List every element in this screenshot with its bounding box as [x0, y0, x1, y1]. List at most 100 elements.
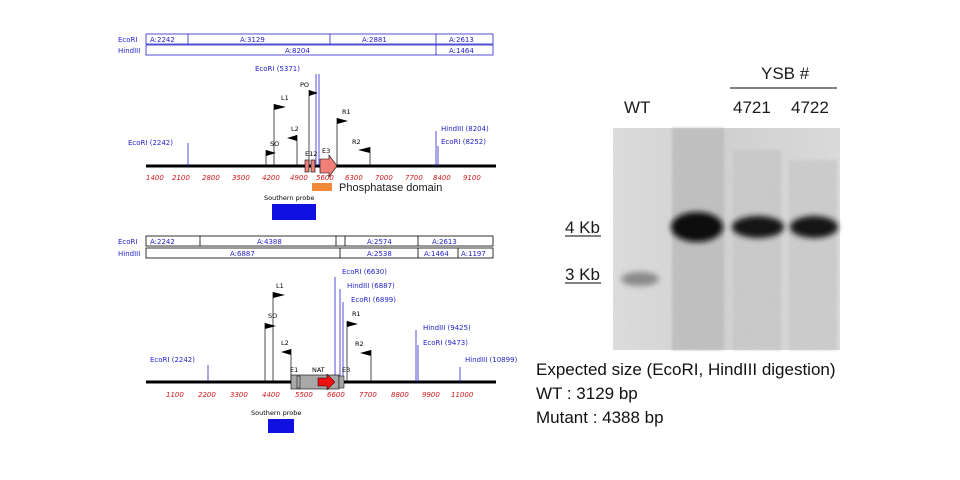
wt-scale-tick: 6300	[345, 174, 363, 182]
wt-site-ecori-8252: EcoRI (8252)	[441, 138, 486, 146]
mutant-site-ecori-6630: EcoRI (6630)	[342, 268, 387, 276]
mutant-site-ecori-2242: EcoRI (2242)	[150, 356, 195, 364]
caption-wt-size: WT : 3129 bp	[536, 384, 638, 403]
wt-ecori-fragment: A:2881	[362, 36, 387, 44]
wt-fragment-table: EcoRI HindIII A:2242 A:3129 A:2881 A:261…	[118, 33, 494, 56]
mutant-scale-tick: 11000	[451, 391, 474, 399]
wt-ecori-fragment: A:2613	[449, 36, 474, 44]
blot-group-label: YSB #	[761, 64, 810, 83]
caption-mutant-size: Mutant : 4388 bp	[536, 408, 664, 427]
mutant-nat-arrow	[317, 373, 336, 391]
blot-band-4721-4kb	[732, 216, 784, 238]
mutant-scale-tick: 7700	[359, 391, 377, 399]
wt-primers: L1 PO L2 SO R1 R2	[265, 81, 371, 166]
mutant-primers: L1 SO L2 R1 R2	[264, 282, 372, 382]
mutant-site-hindiii-6887: HindIII (6887)	[347, 282, 395, 290]
mutant-restriction-sites: EcoRI (2242) EcoRI (6630) HindIII (6887)…	[150, 268, 518, 382]
mutant-primer-r1: R1	[352, 310, 361, 318]
mutant-primer-so: SO	[268, 312, 277, 320]
wt-probe-label: Southern probe	[264, 194, 314, 202]
wt-scale-tick: 2100	[172, 174, 190, 182]
mutant-ecori-fragment: A:4388	[257, 238, 282, 246]
blot-marker-4kb: 4 Kb	[565, 218, 600, 237]
blot-band-wt-3kb	[621, 272, 659, 286]
mutant-scale-tick: 6600	[327, 391, 345, 399]
wt-scale-tick: 9100	[463, 174, 481, 182]
blot-marker-3kb: 3 Kb	[565, 265, 600, 284]
wt-primer-r1: R1	[342, 108, 351, 116]
mutant-fragment-table: EcoRI HindIII A:2242 A:4388 A:2574 A:261…	[118, 235, 494, 259]
wt-phosphatase-domain-bar	[312, 183, 332, 191]
blot-lane-label-wt: WT	[624, 98, 650, 117]
mutant-scale-tick: 1100	[166, 391, 184, 399]
mutant-hindiii-fragment: A:1197	[461, 250, 486, 258]
mutant-exon-e1: E1	[290, 366, 298, 374]
wt-ecori-row-label: EcoRI	[118, 36, 137, 44]
wt-scale-tick: 7700	[405, 174, 423, 182]
mutant-primer-l2: L2	[281, 339, 289, 347]
wt-gene-model: E12 E3	[304, 147, 338, 178]
wt-scale-tick: 7000	[375, 174, 393, 182]
mutant-scale-tick: 8800	[391, 391, 409, 399]
mutant-hindiii-fragment: A:1464	[424, 250, 449, 258]
mutant-site-ecori-9473: EcoRI (9473)	[423, 339, 468, 347]
wt-ecori-fragment: A:2242	[150, 36, 175, 44]
wt-exon3-arrow	[319, 154, 338, 178]
wt-scale-tick: 2800	[202, 174, 220, 182]
mutant-hindiii-row-label: HindIII	[118, 250, 140, 258]
mutant-probe-label: Southern probe	[251, 409, 301, 417]
wt-ecori-fragment: A:3129	[240, 36, 265, 44]
mutant-scale-tick: 5500	[295, 391, 313, 399]
wt-phosphatase-domain-label: Phosphatase domain	[339, 182, 442, 194]
wt-scale-tick: 1400	[146, 174, 164, 182]
wt-primer-l1: L1	[281, 94, 289, 102]
expected-size-caption: Expected size (EcoRI, HindIII digestion)…	[536, 358, 836, 430]
wt-hindiii-fragment: A:1464	[449, 47, 474, 55]
wt-southern-probe-bar	[272, 204, 316, 220]
wt-exon-e12: E12	[305, 150, 317, 158]
wt-exon-e3: E3	[322, 147, 330, 155]
mutant-site-ecori-6899: EcoRI (6899)	[351, 296, 396, 304]
wt-site-hindiii-8204: HindIII (8204)	[441, 125, 489, 133]
blot-band-4722-4kb	[790, 216, 838, 238]
wt-site-ecori-5371: EcoRI (5371)	[255, 65, 300, 73]
wt-restriction-sites: EcoRI (2242) EcoRI (5371) HindIII (8204)…	[128, 65, 489, 166]
mutant-ecori-fragment: A:2242	[150, 238, 175, 246]
mutant-site-hindiii-10899: HindIII (10899)	[465, 356, 518, 364]
mutant-primer-r2: R2	[355, 340, 364, 348]
mutant-exon-e3: E3	[342, 366, 350, 374]
mutant-ecori-row-label: EcoRI	[118, 238, 137, 246]
wt-scale-tick: 4200	[262, 174, 280, 182]
blot-lane-label-4722: 4722	[791, 98, 829, 117]
wt-site-ecori-2242: EcoRI (2242)	[128, 139, 173, 147]
mutant-ecori-fragment: A:2574	[367, 238, 392, 246]
blot-band-lane2-4kb	[671, 212, 723, 242]
mutant-nat-label: NAT	[312, 366, 325, 374]
mutant-locus-map: EcoRI HindIII A:2242 A:4388 A:2574 A:261…	[118, 235, 518, 433]
mutant-scale-tick: 9900	[422, 391, 440, 399]
mutant-hindiii-fragment: A:2538	[367, 250, 392, 258]
mutant-gene-model: E1 NAT E3	[290, 366, 350, 391]
mutant-hindiii-fragment: A:6887	[230, 250, 255, 258]
mutant-ecori-fragment: A:2613	[432, 238, 457, 246]
wt-locus-map: EcoRI HindIII A:2242 A:3129 A:2881 A:261…	[118, 33, 496, 220]
mutant-southern-probe-bar	[268, 419, 294, 433]
blot-image	[613, 128, 840, 350]
wt-primer-l2: L2	[291, 125, 299, 133]
wt-primer-so: SO	[270, 140, 279, 148]
blot-lane-label-4721: 4721	[733, 98, 771, 117]
caption-title: Expected size (EcoRI, HindIII digestion)	[536, 360, 836, 379]
wt-scale-tick: 8400	[433, 174, 451, 182]
wt-primer-po: PO	[300, 81, 309, 89]
mutant-scale-tick: 4400	[262, 391, 280, 399]
wt-hindiii-row-label: HindIII	[118, 47, 140, 55]
wt-scale-tick: 3500	[232, 174, 250, 182]
mutant-scale-tick: 2200	[198, 391, 216, 399]
mutant-scale-tick: 3300	[230, 391, 248, 399]
mutant-site-hindiii-9425: HindIII (9425)	[423, 324, 471, 332]
mutant-primer-l1: L1	[276, 282, 284, 290]
wt-scale-tick: 5600	[316, 174, 334, 182]
wt-scale: 1400 2100 2800 3500 4200 4900 5600 6300 …	[146, 174, 481, 182]
wt-scale-tick: 4900	[290, 174, 308, 182]
